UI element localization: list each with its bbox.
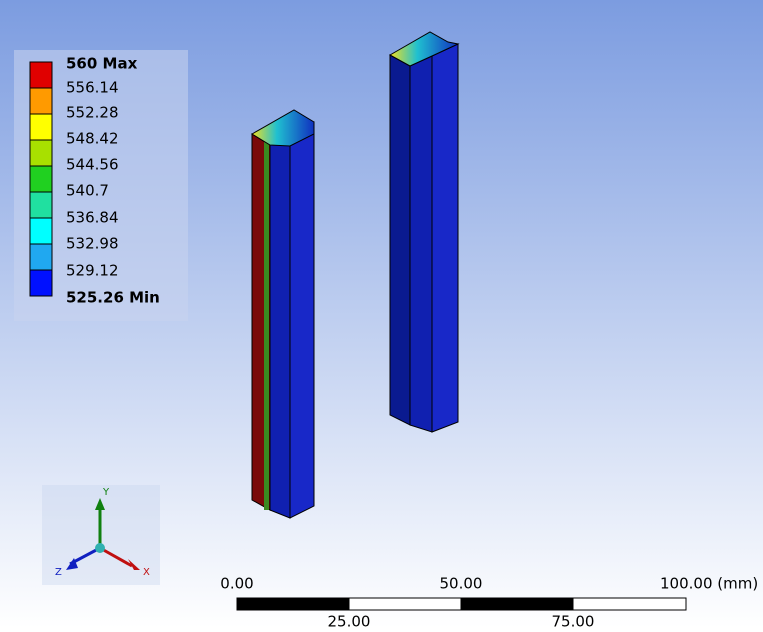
legend-swatch: [30, 88, 52, 114]
scale-label: 50.00: [440, 575, 483, 593]
column-face: [390, 55, 410, 425]
legend-label: 536.84: [66, 209, 119, 227]
legend-label: 548.42: [66, 130, 119, 148]
column-face: [290, 122, 314, 518]
scale-label: 75.00: [552, 613, 595, 629]
legend: 560 Max 556.14 552.28 548.42 544.56 540.…: [14, 50, 188, 321]
legend-swatch: [30, 218, 52, 244]
legend-label: 532.98: [66, 235, 119, 253]
triad-origin: [95, 543, 105, 553]
legend-label: 540.7: [66, 182, 109, 200]
legend-swatch: [30, 166, 52, 192]
legend-label: 560 Max: [66, 55, 138, 73]
legend-label: 556.14: [66, 79, 119, 97]
legend-swatch: [30, 114, 52, 140]
right-column: [390, 32, 458, 432]
column-face: [432, 44, 458, 432]
legend-swatch: [30, 140, 52, 166]
triad-label: Z: [55, 567, 62, 578]
legend-swatch: [30, 244, 52, 270]
legend-label: 529.12: [66, 262, 119, 280]
column-strip: [264, 140, 269, 510]
scale-segment: [237, 598, 349, 610]
scale-segment: [349, 598, 461, 610]
scale-label: 100.00 (mm): [660, 575, 758, 593]
triad-label: X: [143, 567, 150, 578]
legend-label: 552.28: [66, 104, 119, 122]
legend-swatch: [30, 270, 52, 296]
viewport: 560 Max 556.14 552.28 548.42 544.56 540.…: [0, 0, 763, 628]
column-face: [410, 56, 432, 432]
triad-label: Y: [102, 487, 110, 498]
legend-label: 544.56: [66, 156, 119, 174]
legend-label: 525.26 Min: [66, 289, 160, 307]
scale-segment: [573, 598, 686, 610]
axis-triad: Y Z X: [42, 485, 160, 585]
column-face: [270, 134, 290, 518]
left-column: [252, 110, 314, 518]
legend-swatch: [30, 192, 52, 218]
scale-label: 0.00: [220, 575, 253, 593]
scale-segment: [461, 598, 573, 610]
scale-label: 25.00: [328, 613, 371, 629]
legend-swatch: [30, 62, 52, 88]
